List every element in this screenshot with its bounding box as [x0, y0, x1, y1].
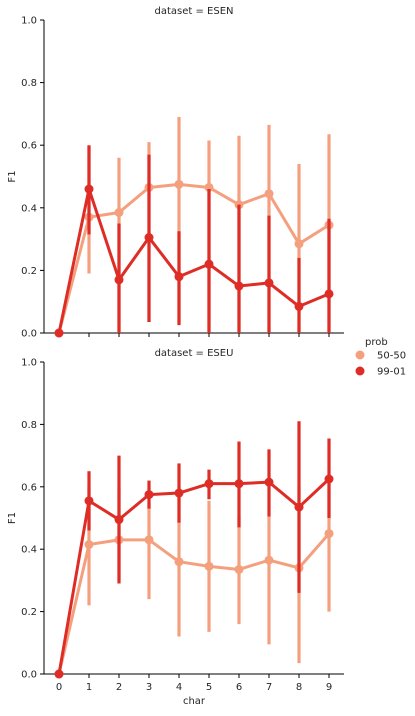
data-point-99-01	[84, 184, 94, 194]
legend-marker	[355, 350, 365, 360]
x-tick-label: 7	[266, 682, 272, 693]
y-tick-label: 0.4	[21, 203, 37, 214]
y-tick-label: 0.2	[21, 607, 37, 618]
legend-marker	[355, 366, 365, 376]
x-tick-label: 5	[206, 682, 212, 693]
data-point-50-50	[204, 561, 214, 571]
data-point-99-01	[54, 328, 64, 338]
data-point-99-01	[144, 233, 154, 243]
y-tick-label: 0.0	[21, 670, 37, 681]
data-point-50-50	[174, 557, 184, 567]
legend-label: 50-50	[377, 351, 406, 362]
data-point-50-50	[204, 182, 214, 192]
series-line-50-50	[57, 182, 330, 334]
data-point-99-01	[54, 669, 64, 679]
data-point-99-01	[294, 502, 304, 512]
y-tick-label: 1.0	[21, 358, 37, 369]
data-point-99-01	[324, 289, 334, 299]
data-point-99-01	[114, 515, 124, 525]
series-line-99-01	[57, 477, 331, 675]
series-line-50-50	[57, 532, 331, 675]
y-tick-label: 0.2	[21, 266, 37, 277]
data-point-50-50	[144, 535, 154, 545]
x-tick-label: 4	[176, 682, 182, 693]
series-line-99-01	[57, 187, 330, 334]
data-point-99-01	[234, 479, 244, 489]
data-point-99-01	[264, 477, 274, 487]
x-tick-label: 6	[236, 682, 242, 693]
x-tick-label: 8	[296, 682, 302, 693]
x-tick-label: 0	[56, 682, 62, 693]
y-tick-label: 0.8	[21, 78, 37, 89]
data-point-99-01	[204, 259, 214, 269]
data-point-50-50	[234, 564, 244, 574]
data-point-99-01	[204, 479, 214, 489]
data-point-50-50	[264, 555, 274, 565]
x-tick-label: 1	[86, 682, 92, 693]
data-point-99-01	[234, 281, 244, 291]
data-point-99-01	[264, 278, 274, 288]
data-point-99-01	[174, 488, 184, 498]
data-point-99-01	[144, 490, 154, 500]
x-tick-label: 9	[326, 682, 332, 693]
data-point-99-01	[294, 301, 304, 311]
y-tick-label: 1.0	[21, 16, 37, 27]
data-point-50-50	[174, 179, 184, 189]
legend-label: 99-01	[377, 367, 406, 378]
y-axis-label: F1	[7, 512, 18, 524]
data-point-99-01	[84, 496, 94, 506]
panel-title: dataset = ESEU	[155, 348, 234, 359]
data-point-99-01	[174, 272, 184, 282]
data-point-50-50	[324, 529, 334, 539]
y-tick-label: 0.8	[21, 420, 37, 431]
y-tick-label: 0.0	[21, 329, 37, 340]
legend-title: prob	[365, 337, 388, 348]
y-tick-label: 0.4	[21, 545, 37, 556]
data-point-99-01	[324, 474, 334, 484]
x-axis-label: char	[183, 696, 206, 707]
x-tick-label: 2	[116, 682, 122, 693]
y-axis-label: F1	[7, 170, 18, 182]
y-tick-label: 0.6	[21, 482, 37, 493]
data-point-99-01	[114, 275, 124, 285]
data-point-50-50	[114, 207, 124, 217]
data-point-50-50	[84, 540, 94, 550]
panel-title: dataset = ESEN	[154, 6, 233, 17]
data-point-50-50	[294, 239, 304, 249]
y-tick-label: 0.6	[21, 141, 37, 152]
x-tick-label: 3	[146, 682, 152, 693]
data-point-50-50	[264, 189, 274, 199]
